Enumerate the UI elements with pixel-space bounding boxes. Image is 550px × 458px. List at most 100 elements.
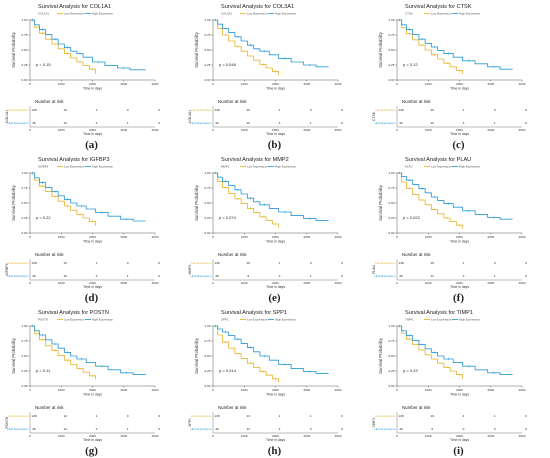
risk-table-title: Number at risk: [218, 99, 247, 104]
legend-gene-label: SPP1: [221, 318, 229, 322]
chart-title: Survival Analysis for POSTN: [38, 310, 109, 316]
x-tick-label: 0: [29, 82, 31, 86]
risk-count-low: 0: [341, 261, 343, 265]
risk-x-axis-label: Time in days: [83, 438, 102, 442]
risk-x-tick-label: 3000: [487, 281, 494, 285]
x-tick-label: 3000: [120, 388, 127, 392]
risk-count-high: 1: [494, 121, 496, 125]
risk-count-high: 1: [127, 427, 129, 431]
y-tick-label: 1.00: [204, 171, 210, 175]
y-tick-label: 0.75: [204, 186, 210, 190]
legend: POSTN Low Expression High Expression: [38, 318, 113, 322]
x-axis-label: Time in days: [266, 393, 285, 397]
p-value: p = 0.074: [219, 215, 237, 220]
risk-x-tick-label: 1000: [241, 434, 248, 438]
risk-count-high: 0: [525, 427, 527, 431]
y-axis-label: Survival Probability: [194, 184, 199, 221]
x-tick-label: 0: [212, 235, 214, 239]
risk-count-high: 6: [431, 427, 433, 431]
risk-x-axis-label: Time in days: [266, 132, 285, 136]
risk-count-high: 3: [96, 274, 98, 278]
x-tick-label: 1000: [58, 235, 65, 239]
km-panel-plau: Survival Analysis for PLAU PLAU Low Expres…: [367, 153, 550, 305]
x-tick-label: 4000: [519, 388, 526, 392]
y-tick-label: 0.50: [204, 48, 210, 52]
risk-count-low: 15: [431, 108, 435, 112]
chart-title: Survival Analysis for CTSK: [405, 4, 472, 10]
risk-count-high: 0: [158, 121, 160, 125]
risk-x-tick-label: 3000: [487, 128, 494, 132]
risk-x-axis-label: Time in days: [83, 285, 102, 289]
x-axis-label: Time in days: [83, 240, 102, 244]
risk-row-label-low: Low Expression: [375, 414, 396, 418]
y-tick-label: 0.50: [204, 201, 210, 205]
x-tick-label: 2000: [89, 388, 96, 392]
y-tick-label: 0.75: [21, 339, 27, 343]
risk-count-low: 15: [64, 108, 68, 112]
y-tick-label: 1.00: [204, 324, 210, 328]
risk-count-high: 46: [32, 427, 36, 431]
risk-count-low: 138: [398, 261, 403, 265]
legend-gene-label: PLAU: [405, 165, 413, 169]
risk-row-label-high: High Expression: [190, 121, 211, 125]
legend-gene-label: TIMP1: [405, 318, 414, 322]
risk-count-high: 0: [341, 121, 343, 125]
survival-curve-low: [213, 172, 280, 228]
risk-count-high: 46: [215, 427, 219, 431]
risk-count-low: 0: [494, 108, 496, 112]
risk-row-label-low: Low Expression: [8, 108, 29, 112]
risk-x-tick-label: 1000: [241, 281, 248, 285]
risk-count-low: 0: [341, 108, 343, 112]
risk-x-tick-label: 3000: [303, 128, 310, 132]
legend: TIMP1 Low Expression High Expression: [405, 318, 480, 322]
risk-count-low: 4: [463, 414, 465, 418]
legend: PLAU Low Expression High Expression: [405, 165, 480, 169]
risk-count-low: 1: [96, 261, 98, 265]
x-tick-label: 1000: [241, 388, 248, 392]
risk-table-title: Number at risk: [218, 252, 247, 257]
x-tick-label: 0: [212, 388, 214, 392]
risk-x-tick-label: 1000: [425, 128, 432, 132]
legend-label-low: Low Expression: [64, 318, 85, 322]
y-tick-label: 0.00: [21, 384, 27, 388]
risk-x-tick-label: 4000: [335, 128, 342, 132]
risk-count-high: 0: [310, 427, 312, 431]
y-tick-label: 0.50: [21, 48, 27, 52]
risk-count-low: 15: [64, 261, 68, 265]
risk-count-high: 12: [64, 427, 68, 431]
p-value: p = 0.22: [36, 215, 51, 220]
x-tick-label: 0: [29, 235, 31, 239]
y-tick-label: 0.00: [21, 78, 27, 82]
risk-count-high: 0: [494, 427, 496, 431]
y-tick-label: 0.25: [204, 63, 210, 67]
legend-label-high: High Expression: [459, 318, 480, 322]
x-tick-label: 3000: [487, 388, 494, 392]
legend-label-high: High Expression: [92, 165, 113, 169]
y-tick-label: 0.00: [388, 231, 394, 235]
km-chart: Survival Analysis for POSTN POSTN Low Expr…: [5, 310, 160, 442]
y-tick-label: 0.50: [204, 354, 210, 358]
risk-count-low: 2: [279, 414, 281, 418]
x-tick-label: 1000: [425, 82, 432, 86]
y-tick-label: 0.25: [388, 369, 394, 373]
survival-curve-low: [397, 325, 464, 379]
y-tick-label: 0.00: [388, 78, 394, 82]
risk-count-low: 1: [279, 108, 281, 112]
legend-gene-label: POSTN: [38, 318, 48, 322]
risk-row-label-low: Low Expression: [8, 414, 29, 418]
km-panel-mmp2: Survival Analysis for MMP2 MMP2 Low Expres…: [183, 153, 366, 305]
y-axis-label: Survival Probability: [11, 184, 16, 221]
risk-count-high: 46: [399, 121, 403, 125]
y-tick-label: 0.50: [388, 201, 394, 205]
risk-row-label-low: Low Expression: [8, 261, 29, 265]
risk-x-tick-label: 2000: [272, 434, 279, 438]
risk-count-high: 3: [279, 121, 281, 125]
risk-row-label-high: High Expression: [190, 274, 211, 278]
risk-row-label-high: High Expression: [7, 427, 28, 431]
x-tick-label: 2000: [272, 388, 279, 392]
x-tick-label: 4000: [335, 235, 342, 239]
risk-row-label-low: Low Expression: [191, 414, 212, 418]
x-tick-label: 1000: [425, 235, 432, 239]
